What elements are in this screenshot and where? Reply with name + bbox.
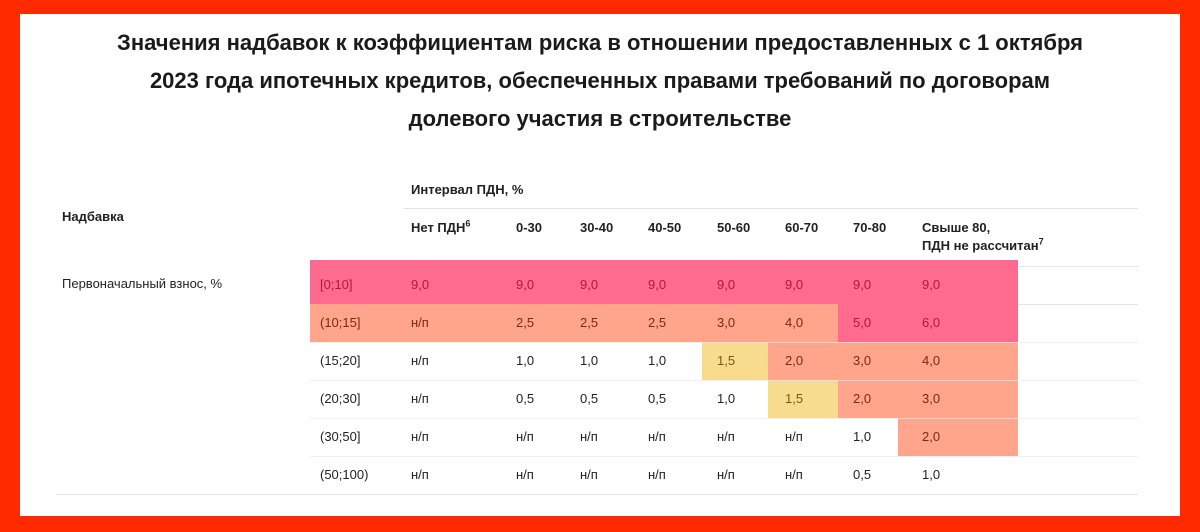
zone-medium-row4 bbox=[838, 380, 1018, 418]
col-header-line2-text: ПДН не рассчитан bbox=[922, 238, 1039, 253]
header-divider bbox=[404, 208, 1138, 209]
interval-header: Интервал ПДН, % bbox=[411, 182, 524, 197]
table-cell: 9,0 bbox=[516, 277, 535, 292]
row-group-label: Первоначальный взнос, % bbox=[62, 276, 223, 291]
col-header-line2: ПДН не рассчитан7 bbox=[922, 237, 1044, 255]
table-cell: н/п bbox=[785, 429, 803, 444]
zone-low-row3 bbox=[702, 342, 768, 380]
footnote-marker: 7 bbox=[1038, 236, 1044, 247]
table-cell: 5,0 bbox=[853, 315, 872, 330]
table-cell: н/п bbox=[411, 429, 429, 444]
title-line-2: 2023 года ипотечных кредитов, обеспеченн… bbox=[149, 68, 1051, 93]
table-cell: 2,0 bbox=[922, 429, 941, 444]
table-cell: 1,0 bbox=[717, 391, 736, 406]
col-header-over-80: Свыше 80, ПДН не рассчитан7 bbox=[922, 219, 1044, 255]
table-cell: 2,0 bbox=[785, 353, 804, 368]
row-divider bbox=[1018, 304, 1138, 305]
table-cell: 2,5 bbox=[516, 315, 535, 330]
table-cell: 1,0 bbox=[580, 353, 599, 368]
table-cell: 2,0 bbox=[853, 391, 872, 406]
band-label: (15;20] bbox=[320, 353, 361, 368]
table-cell: 9,0 bbox=[580, 277, 599, 292]
table-cell: 9,0 bbox=[922, 277, 941, 292]
zone-medium-row2 bbox=[310, 304, 838, 342]
row-divider bbox=[310, 418, 1138, 419]
table-cell: 1,0 bbox=[516, 353, 535, 368]
title-line-3: долевого участия в строительстве bbox=[408, 106, 792, 131]
table-cell: 9,0 bbox=[785, 277, 804, 292]
col-header: 30-40 bbox=[580, 220, 614, 235]
table-cell: н/п bbox=[717, 429, 735, 444]
table-cell: 1,0 bbox=[922, 467, 941, 482]
page-title: Значения надбавок к коэффициентам риска … bbox=[20, 24, 1180, 138]
table-cell: 3,0 bbox=[717, 315, 736, 330]
footnote-marker: 6 bbox=[465, 218, 471, 229]
col-header-label: Нет ПДН bbox=[411, 220, 466, 235]
table-cell: н/п bbox=[648, 429, 666, 444]
table-cell: н/п bbox=[717, 467, 735, 482]
table-cell: 2,5 bbox=[648, 315, 667, 330]
table-bottom-line bbox=[56, 494, 1138, 495]
row-divider bbox=[310, 456, 1138, 457]
table-cell: н/п bbox=[411, 391, 429, 406]
table-cell: н/п bbox=[580, 429, 598, 444]
table-cell: н/п bbox=[785, 467, 803, 482]
zone-medium-row3 bbox=[768, 342, 1018, 380]
table-cell: н/п bbox=[648, 467, 666, 482]
table-cell: 0,5 bbox=[516, 391, 535, 406]
table-cell: 9,0 bbox=[411, 277, 430, 292]
table-cell: 1,0 bbox=[648, 353, 667, 368]
table-cell: 6,0 bbox=[922, 315, 941, 330]
table-cell: 4,0 bbox=[922, 353, 941, 368]
col-header: 70-80 bbox=[853, 220, 887, 235]
band-label: (20;30] bbox=[320, 391, 361, 406]
col-header: 40-50 bbox=[648, 220, 682, 235]
table-cell: 9,0 bbox=[853, 277, 872, 292]
table-cell: 0,5 bbox=[580, 391, 599, 406]
table-cell: н/п bbox=[580, 467, 598, 482]
table-cell: н/п bbox=[411, 353, 429, 368]
row-divider bbox=[310, 380, 1138, 381]
col-header: 50-60 bbox=[717, 220, 751, 235]
zone-low-row4 bbox=[768, 380, 838, 418]
table-cell: 9,0 bbox=[648, 277, 667, 292]
band-label: (30;50] bbox=[320, 429, 361, 444]
table-cell: 4,0 bbox=[785, 315, 804, 330]
table-cell: 0,5 bbox=[853, 467, 872, 482]
col-header-no-pdn: Нет ПДН6 bbox=[411, 219, 470, 237]
table-cell: 9,0 bbox=[717, 277, 736, 292]
table-cell: 1,5 bbox=[717, 353, 736, 368]
zone-high-row2 bbox=[838, 304, 1018, 342]
content-card: Значения надбавок к коэффициентам риска … bbox=[20, 14, 1180, 516]
band-label: (50;100) bbox=[320, 467, 369, 482]
table-cell: 2,5 bbox=[580, 315, 599, 330]
table-cell: 1,5 bbox=[785, 391, 804, 406]
zone-medium-row5 bbox=[898, 418, 1018, 456]
table-cell: н/п bbox=[411, 467, 429, 482]
band-label: [0;10] bbox=[320, 277, 353, 292]
row-divider bbox=[310, 342, 1138, 343]
table-cell: н/п bbox=[516, 467, 534, 482]
table-cell: н/п bbox=[411, 315, 429, 330]
col-header-line1: Свыше 80, bbox=[922, 220, 991, 235]
table-cell: 3,0 bbox=[922, 391, 941, 406]
table-cell: 1,0 bbox=[853, 429, 872, 444]
col-header: 0-30 bbox=[516, 220, 543, 235]
row-header: Надбавка bbox=[62, 209, 124, 224]
table-cell: 0,5 bbox=[648, 391, 667, 406]
col-header: 60-70 bbox=[785, 220, 819, 235]
band-label: (10;15] bbox=[320, 315, 361, 330]
zone-high-row1 bbox=[310, 260, 1018, 304]
table-cell: н/п bbox=[516, 429, 534, 444]
table-cell: 3,0 bbox=[853, 353, 872, 368]
title-line-1: Значения надбавок к коэффициентам риска … bbox=[117, 30, 1083, 55]
